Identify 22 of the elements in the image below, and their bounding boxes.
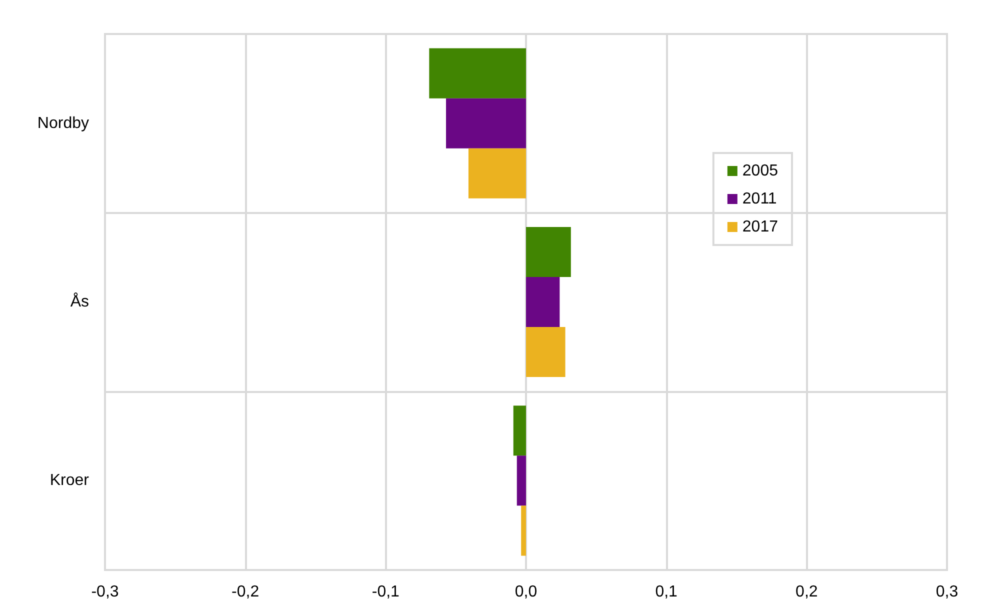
bar [429,48,526,98]
x-tick-label: 0,1 [655,584,678,600]
legend-label: 2005 [742,162,778,180]
bar [526,226,571,277]
bar [513,406,526,456]
x-tick-label: 0,2 [796,584,818,600]
bar [526,327,566,378]
x-tick-label: -0,1 [372,584,400,600]
bar [526,276,560,328]
bar [521,506,526,556]
y-tick-label: Ås [70,292,89,310]
bar [516,456,526,506]
legend-label: 2011 [742,190,777,208]
legend-label: 2017 [742,218,778,236]
y-tick-label: Kroer [50,472,90,490]
x-tick-label: 0,0 [514,584,538,600]
x-tick-label: 0,3 [936,584,958,600]
x-tick-label: -0,2 [232,584,260,600]
bar [446,98,526,148]
bar [468,148,526,198]
y-tick-label: Nordby [37,114,89,132]
x-tick-label: -0,3 [91,584,119,600]
